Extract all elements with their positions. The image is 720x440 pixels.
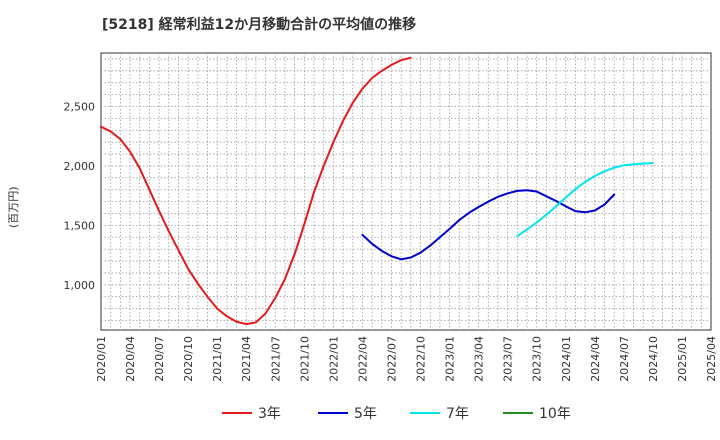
x-tick-label: 2024/01 [560,336,573,382]
x-tick-label: 2021/07 [269,336,282,382]
y-tick-label: 1,000 [64,279,96,292]
y-tick-label: 1,500 [64,219,96,232]
x-tick-label: 2024/07 [618,336,631,382]
x-tick-label: 2023/04 [473,336,486,382]
x-tick-label: 2020/10 [182,336,195,382]
x-tick-label: 2022/07 [385,336,398,382]
vertical-gridlines [110,53,702,330]
x-tick-label: 2025/04 [705,336,718,382]
y-tick-labels: 1,000 1,500 2,000 2,500 [64,100,96,291]
x-tick-label: 2020/04 [124,336,137,382]
x-tick-label: 2022/01 [327,336,340,382]
series-line [361,189,616,261]
x-tick-label: 2021/04 [240,336,253,382]
horizontal-gridlines [101,58,711,321]
x-tick-label: 2023/07 [502,336,515,382]
x-tick-label: 2025/01 [676,336,689,382]
series-lines [100,56,654,326]
legend-label: 5年 [354,406,377,422]
x-tick-label: 2024/10 [647,336,660,382]
series-line [516,162,654,238]
legend: 3年 5年 7年 10年 [222,406,571,422]
x-tick-label: 2021/10 [298,336,311,382]
x-tick-label: 2021/01 [211,336,224,382]
legend-label: 7年 [446,406,469,422]
chart-title: [5218] 経常利益12か月移動合計の平均値の推移 [102,17,417,33]
x-tick-labels: 2020/01 2020/04 2020/07 2020/10 2021/01 2021/… [95,336,718,382]
y-tick-label: 2,500 [64,100,96,113]
x-tick-label: 2022/10 [415,336,428,382]
plot-area [100,52,712,331]
legend-label: 3年 [258,406,281,422]
x-tick-label: 2023/01 [444,336,457,382]
legend-label: 10年 [539,406,571,422]
x-tick-label: 2024/04 [589,336,602,382]
x-tick-label: 2020/01 [95,336,108,382]
y-tick-label: 2,000 [64,160,96,173]
x-tick-label: 2020/07 [153,336,166,382]
series-line [100,56,412,326]
x-tick-label: 2023/10 [531,336,544,382]
x-tick-label: 2022/04 [356,336,369,382]
